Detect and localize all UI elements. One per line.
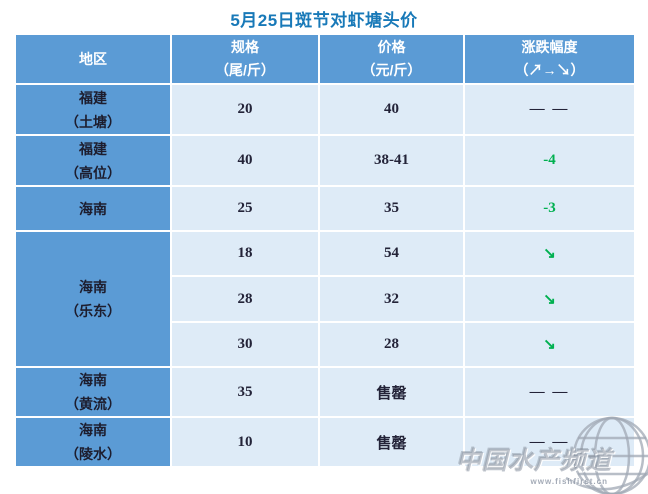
header-region: 地区	[14, 33, 172, 85]
spec-cell: 30	[170, 321, 320, 368]
change-cell: — —	[463, 416, 636, 468]
price-cell: 售罄	[318, 366, 465, 418]
region-name: 海南	[79, 372, 107, 388]
header-region-label: 地区	[79, 50, 107, 67]
header-price-label: 价格	[377, 39, 406, 55]
table-row: 海南 25 35 -3	[14, 185, 636, 232]
spec-cell: 25	[170, 185, 320, 232]
globe-icon	[565, 416, 648, 494]
price-cell: 售罄	[318, 416, 465, 468]
change-cell: — —	[463, 366, 636, 418]
page-title: 5月25日斑节对虾塘头价	[230, 11, 418, 30]
table-row: 海南 （陵水） 10 售罄 — —	[14, 416, 636, 468]
region-subname: （黄流）	[65, 396, 121, 412]
region-subname: （高位）	[65, 164, 121, 181]
header-spec-label: 规格	[231, 39, 259, 55]
table-row: 海南 （乐东） 18 54 ↘	[14, 230, 636, 368]
spec-cell: 28	[170, 275, 320, 323]
table-header-row: 地区 规格 （尾/斤） 价格 （元/斤） 涨跌幅度 （↗→↘）	[14, 33, 636, 85]
region-cell: 海南 （陵水）	[14, 416, 172, 468]
region-cell: 海南 （黄流）	[14, 366, 172, 418]
spec-cell: 35	[170, 366, 320, 418]
spec-cell: 10	[170, 416, 320, 468]
spec-cell: 18	[170, 230, 320, 277]
region-cell-merged: 海南 （乐东）	[14, 230, 172, 368]
region-name: 海南	[79, 279, 107, 295]
region-subname: （陵水）	[65, 446, 121, 462]
table-row: 海南 （黄流） 35 售罄 — —	[14, 366, 636, 418]
price-cell: 40	[318, 83, 465, 136]
region-name: 海南	[79, 422, 107, 438]
price-cell: 28	[318, 321, 465, 368]
price-cell: 38-41	[318, 134, 465, 187]
price-cell: 32	[318, 275, 465, 323]
region-cell: 福建 （高位）	[14, 134, 172, 187]
header-spec: 规格 （尾/斤）	[170, 33, 320, 85]
header-price: 价格 （元/斤）	[318, 33, 465, 85]
header-price-unit: （元/斤）	[361, 62, 422, 78]
watermark-url: www.fishfirst.cn	[530, 477, 608, 486]
price-table: 地区 规格 （尾/斤） 价格 （元/斤） 涨跌幅度 （↗→↘） 福建	[14, 33, 636, 468]
change-cell: -3	[463, 185, 636, 232]
region-subname: （土塘）	[65, 113, 121, 130]
region-cell: 福建 （土塘）	[14, 83, 172, 136]
region-name: 福建	[79, 89, 107, 106]
table-row: 福建 （高位） 40 38-41 -4	[14, 134, 636, 187]
change-cell down-arrow-icon: ↘	[463, 230, 636, 277]
watermark: 中国水产频道 www.fishfirst.cn	[368, 384, 648, 494]
spec-cell: 40	[170, 134, 320, 187]
watermark-brand: 中国水产频道	[455, 447, 612, 475]
region-name: 福建	[79, 140, 107, 157]
price-cell: 54	[318, 230, 465, 277]
region-cell: 海南	[14, 185, 172, 232]
table-row: 28 32 ↘	[15, 275, 636, 323]
header-change-unit: （↗→↘）	[514, 62, 585, 78]
change-cell down-arrow-icon: ↘	[463, 321, 636, 368]
change-cell down-arrow-icon: ↘	[463, 275, 636, 323]
spec-cell: 20	[170, 83, 320, 136]
table-row: 30 28 ↘	[15, 321, 636, 368]
header-change: 涨跌幅度 （↗→↘）	[463, 33, 636, 85]
change-cell: — —	[463, 83, 636, 136]
table-row: 福建 （土塘） 20 40 — —	[14, 83, 636, 136]
change-cell: -4	[463, 134, 636, 187]
header-spec-unit: （尾/斤）	[215, 62, 275, 78]
region-name: 海南	[79, 200, 107, 217]
price-cell: 35	[318, 185, 465, 232]
region-subname: （乐东）	[65, 303, 121, 319]
header-change-label: 涨跌幅度	[521, 39, 578, 55]
